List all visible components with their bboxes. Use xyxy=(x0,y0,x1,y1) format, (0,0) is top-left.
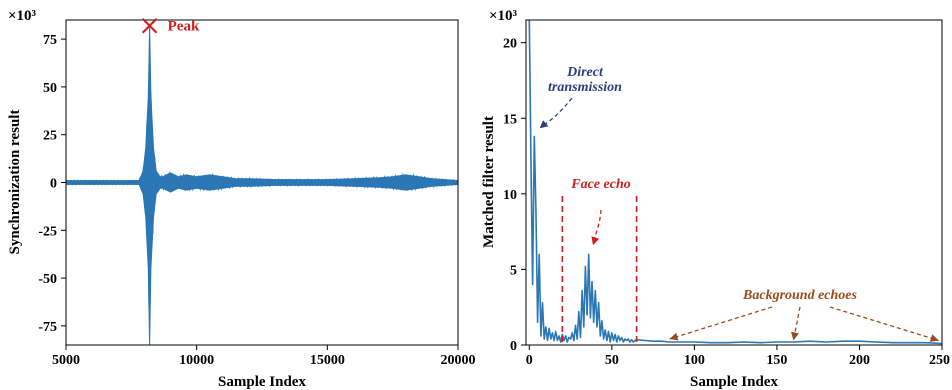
left-y-axis-label: Synchronization result xyxy=(7,110,23,255)
background-echoes-arrows xyxy=(669,306,939,342)
background-echo-arrowhead xyxy=(791,331,799,341)
background-echo-arrow xyxy=(669,306,773,340)
background-echo-arrow xyxy=(829,306,939,342)
left-xtick-label: 20000 xyxy=(441,353,476,368)
right-xtick-label: 50 xyxy=(605,353,619,368)
left-ytick-label: -75 xyxy=(38,320,57,335)
background-echoes-label: Background echoes xyxy=(742,288,858,303)
left-xtick-label: 15000 xyxy=(310,353,345,368)
right-xtick-label: 150 xyxy=(766,353,787,368)
left-x-axis-label: Sample Index xyxy=(218,374,306,390)
left-xtick-label: 10000 xyxy=(179,353,214,368)
face-echo-arrowhead xyxy=(591,236,600,246)
face-echo-arrow xyxy=(592,209,602,242)
direct-transmission-arrowhead xyxy=(539,120,549,129)
peak-label: Peak xyxy=(168,19,200,35)
left-ytick-label: 75 xyxy=(43,33,57,48)
right-ytick-label: 0 xyxy=(510,339,517,354)
sync-signal-line xyxy=(65,91,459,310)
left-ytick-label: -50 xyxy=(38,272,57,287)
right-xtick-label: 250 xyxy=(929,353,950,368)
left-ytick-label: 25 xyxy=(43,129,57,144)
matched-filter-line xyxy=(528,19,943,345)
right-axes-frame xyxy=(525,19,943,346)
right-ytick-label: 20 xyxy=(503,37,517,52)
synchronization-chart: ×10³ 75 50 25 0 -25 -50 -75 5000 10000 15000 2000… xyxy=(7,8,476,390)
right-xtick-label: 100 xyxy=(684,353,705,368)
direct-transmission-arrow xyxy=(541,97,573,127)
right-x-axis-label: Sample Index xyxy=(690,374,778,390)
right-xtick-label: 0 xyxy=(526,353,533,368)
left-scale-label: ×10³ xyxy=(8,8,37,24)
left-ytick-label: 50 xyxy=(43,81,57,96)
left-ytick-label: 0 xyxy=(50,177,57,192)
right-xtick-label: 200 xyxy=(849,353,870,368)
background-echo-arrowhead xyxy=(929,334,939,342)
peak-marker xyxy=(141,18,158,34)
left-xtick-label: 5000 xyxy=(52,353,80,368)
right-scale-label: ×10³ xyxy=(489,8,518,24)
right-ytick-label: 15 xyxy=(503,112,517,127)
direct-transmission-label-line1: Direct xyxy=(566,65,604,80)
right-y-axis-label: Matched filter result xyxy=(481,116,497,248)
direct-transmission-label-line2: transmission xyxy=(548,80,622,95)
right-ytick-label: 5 xyxy=(510,263,517,278)
right-ytick-label: 10 xyxy=(503,188,517,203)
background-echo-arrowhead xyxy=(669,332,679,341)
left-ytick-label: -25 xyxy=(38,224,57,239)
face-echo-label: Face echo xyxy=(570,177,630,192)
